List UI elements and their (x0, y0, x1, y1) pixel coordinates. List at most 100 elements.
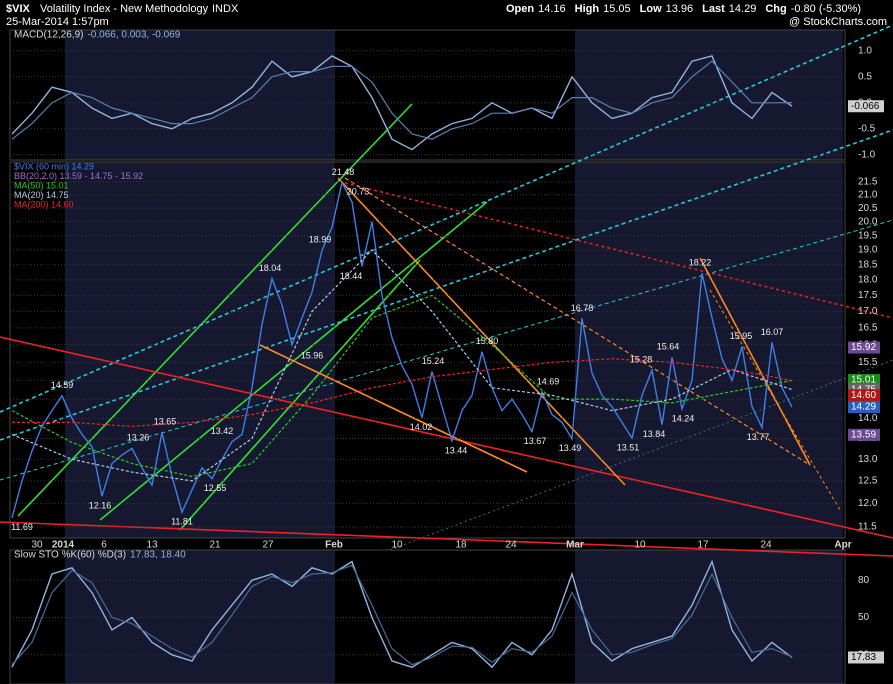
y-tick-label: 0.5 (858, 71, 872, 82)
legend-entry: MA(20) 14.75 (14, 190, 69, 200)
annotation: 13.42 (211, 426, 234, 436)
annotation: 18.44 (340, 271, 363, 281)
annotation: 14.02 (410, 422, 433, 432)
last-value-label: 17.83 (851, 652, 876, 663)
annotation: 13.67 (524, 436, 547, 446)
y-tick-label: 17.5 (858, 290, 878, 301)
value-box (848, 401, 880, 414)
y-tick-label: 17.0 (858, 306, 878, 317)
series-line (11, 249, 793, 482)
annotation: 15.80 (476, 336, 499, 346)
annotation: 13.51 (617, 442, 640, 452)
annotation: 15.95 (730, 331, 753, 341)
y-tick-label: 11.5 (858, 522, 877, 533)
quote-value: 15.05 (603, 3, 631, 15)
annotation: 14.69 (537, 376, 560, 386)
x-tick-label: 21 (209, 540, 221, 551)
y-tick-label: 50 (858, 612, 870, 623)
datetime: 25-Mar-2014 1:57pm (6, 16, 109, 28)
series-line (11, 60, 793, 140)
annotation: 15.28 (630, 355, 653, 365)
x-tick-label: 6 (101, 540, 107, 551)
y-tick-label: 18.0 (858, 274, 878, 285)
y-tick-label: -1.0 (858, 149, 876, 160)
quote-label: Chg (765, 3, 786, 15)
exchange: INDX (212, 3, 239, 15)
legend-entry: BB(20,2.0) 13.59 - 14.75 - 15.92 (14, 171, 143, 181)
annotation: 16.78 (571, 303, 594, 313)
value-box (848, 341, 880, 354)
legend-entry: MA(50) 15.01 (14, 180, 69, 190)
quote-value: 14.29 (729, 3, 757, 15)
series-line (11, 55, 793, 151)
value-box-label: 13.59 (851, 429, 876, 440)
y-tick-label: 1.0 (858, 45, 872, 56)
x-tick-label: 10 (391, 540, 403, 551)
annotation: 18.04 (259, 263, 282, 273)
x-tick-label: 27 (262, 540, 274, 551)
value-box-label: 14.29 (851, 402, 876, 413)
annotation: 15.24 (422, 356, 445, 366)
y-tick-label: 19.5 (858, 230, 878, 241)
annotation: 13.84 (643, 429, 666, 439)
annotation: 20.73 (347, 186, 370, 196)
series-line (11, 294, 793, 478)
annotation: 13.44 (445, 445, 468, 455)
annotation: 13.26 (127, 433, 150, 443)
y-tick-label: 21.0 (858, 190, 878, 201)
annotation: 13.49 (559, 443, 582, 453)
y-tick-label: -0.5 (858, 123, 876, 134)
x-tick-label: Feb (325, 540, 343, 551)
x-tick-label: 10 (634, 540, 646, 551)
last-value-box (848, 100, 884, 113)
value-box-label: 15.01 (851, 375, 876, 386)
x-tick-label: Mar (566, 540, 584, 551)
quote-label: Open (506, 3, 534, 15)
legend-values: 17.83, 18.40 (130, 550, 186, 561)
watermark: @ StockCharts.com (789, 16, 887, 28)
y-tick-label: 20.5 (858, 203, 878, 214)
legend-entry: MA(200) 14.60 (14, 199, 74, 209)
y-tick-label: 80 (858, 575, 870, 586)
annotation: 13.77 (747, 432, 770, 442)
annotation: 11.69 (11, 522, 33, 532)
y-tick-label: 15.5 (858, 357, 878, 368)
y-tick-label: 21.5 (858, 177, 878, 188)
series-line (12, 358, 793, 427)
quote-value: -0.80 (-5.30%) (791, 3, 861, 15)
annotation: 12.55 (204, 483, 227, 493)
annotation: 21.48 (332, 167, 355, 177)
legend-title: Slow STO %K(60) %D(3) (14, 550, 126, 561)
x-tick-label: 2014 (52, 540, 75, 551)
annotation: 11.81 (171, 517, 193, 527)
y-tick-label: 12.0 (858, 498, 878, 509)
quote-label: High (575, 3, 600, 15)
series-line (11, 180, 793, 518)
value-box-label: 15.92 (851, 342, 876, 353)
x-tick-label: 24 (760, 540, 772, 551)
value-box (848, 428, 880, 441)
y-tick-label: 13.0 (858, 454, 878, 465)
value-box-label: 14.60 (851, 390, 876, 401)
name: Volatility Index - New Methodology (40, 3, 209, 15)
x-tick-label: 24 (505, 540, 517, 551)
value-box (848, 374, 880, 387)
y-tick-label: 14.0 (858, 413, 878, 424)
legend-title: MACD(12,26,9) (14, 30, 83, 41)
legend-entry: $VIX (60 min) 14.29 (14, 161, 94, 171)
x-tick-label: 18 (455, 540, 467, 551)
series-line (11, 564, 793, 666)
x-tick-label: 30 (31, 540, 43, 551)
y-tick-label: 12.5 (858, 476, 878, 487)
legend-values: -0.066, 0.003, -0.069 (87, 30, 180, 41)
y-tick-label: 16.5 (858, 322, 878, 333)
x-tick-label: Apr (834, 540, 851, 551)
last-value-label: -0.066 (851, 101, 880, 112)
quote-label: Last (702, 3, 725, 15)
y-tick-label: 18.5 (858, 259, 878, 270)
quote-label: Low (640, 3, 662, 15)
annotation: 15.64 (657, 342, 680, 352)
annotation: 15.96 (301, 351, 324, 361)
